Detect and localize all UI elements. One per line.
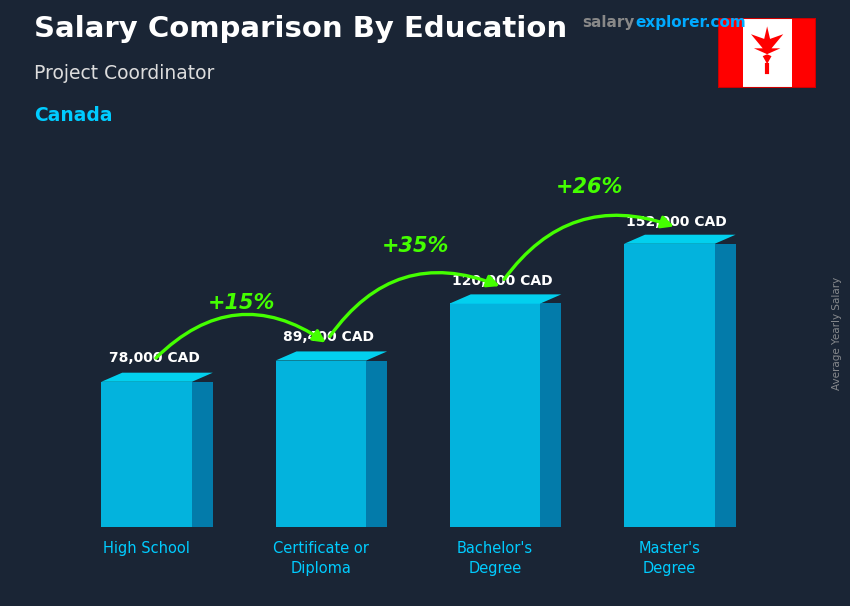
Text: Average Yearly Salary: Average Yearly Salary	[832, 277, 842, 390]
Bar	[791, 18, 816, 88]
Polygon shape	[101, 373, 212, 382]
Bar	[718, 18, 743, 88]
Polygon shape	[541, 304, 561, 527]
Text: Canada: Canada	[34, 106, 112, 125]
Text: explorer.com: explorer.com	[635, 15, 745, 30]
Text: +35%: +35%	[382, 236, 449, 256]
Polygon shape	[275, 361, 366, 527]
Polygon shape	[450, 304, 541, 527]
Polygon shape	[715, 244, 735, 527]
Text: salary: salary	[582, 15, 635, 30]
Text: 89,400 CAD: 89,400 CAD	[283, 330, 374, 344]
Text: Project Coordinator: Project Coordinator	[34, 64, 214, 82]
Polygon shape	[192, 382, 212, 527]
Polygon shape	[450, 295, 561, 304]
Polygon shape	[751, 27, 783, 64]
Text: Salary Comparison By Education: Salary Comparison By Education	[34, 15, 567, 43]
Text: +26%: +26%	[556, 176, 623, 196]
Text: +15%: +15%	[207, 293, 275, 313]
Polygon shape	[624, 244, 715, 527]
Text: 78,000 CAD: 78,000 CAD	[109, 351, 200, 365]
Text: 152,000 CAD: 152,000 CAD	[626, 215, 727, 229]
Polygon shape	[624, 235, 735, 244]
Polygon shape	[366, 361, 387, 527]
Polygon shape	[101, 382, 192, 527]
Text: 120,000 CAD: 120,000 CAD	[452, 274, 552, 288]
Polygon shape	[275, 351, 387, 361]
